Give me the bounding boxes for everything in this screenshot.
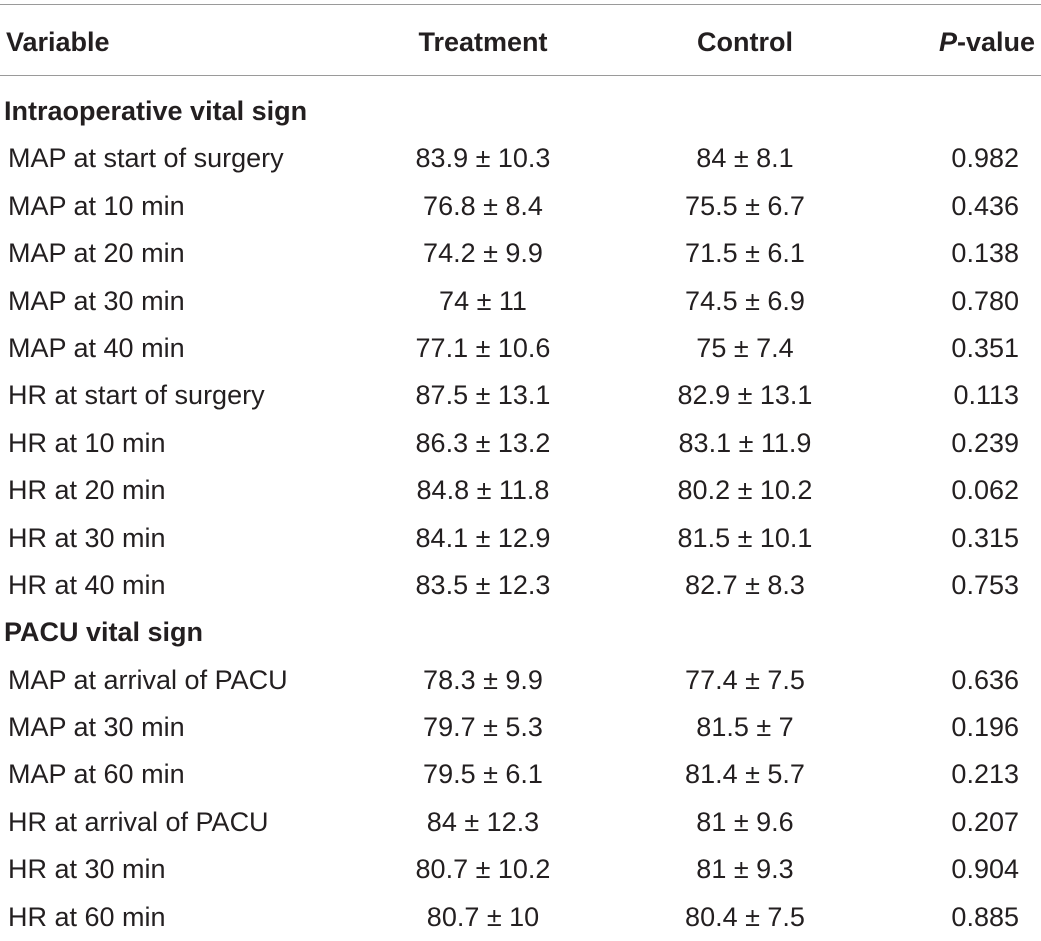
table-row: HR at arrival of PACU 84 ± 12.3 81 ± 9.6 0.… xyxy=(0,799,1041,846)
control-cell: 75.5 ± 6.7 xyxy=(685,190,805,221)
section-header-row: Intraoperative vital sign xyxy=(0,88,1041,135)
variable-cell: HR at 20 min xyxy=(8,475,166,506)
table-row: MAP at 10 min 76.8 ± 8.4 75.5 ± 6.7 0.436 xyxy=(0,183,1041,230)
treatment-cell: 83.5 ± 12.3 xyxy=(415,569,551,600)
control-cell: 74.5 ± 6.9 xyxy=(685,285,805,316)
treatment-cell: 79.5 ± 6.1 xyxy=(423,759,543,790)
variable-cell: HR at start of surgery xyxy=(8,380,265,411)
variable-cell: MAP at 30 min xyxy=(8,285,185,316)
header-p-value: P-value xyxy=(939,26,1035,58)
p-value-cell: 0.636 xyxy=(951,664,1019,695)
p-value-cell: 0.885 xyxy=(951,901,1019,932)
header-p-letter: P xyxy=(938,27,957,57)
p-value-cell: 0.138 xyxy=(951,238,1019,269)
variable-cell: HR at 60 min xyxy=(8,901,166,932)
table-row: MAP at 30 min 74 ± 11 74.5 ± 6.9 0.780 xyxy=(0,278,1041,325)
p-value-cell: 0.351 xyxy=(951,332,1019,363)
variable-cell: MAP at 20 min xyxy=(8,238,185,269)
control-cell: 83.1 ± 11.9 xyxy=(678,427,812,458)
control-cell: 82.9 ± 13.1 xyxy=(677,380,813,411)
p-value-cell: 0.753 xyxy=(951,569,1019,600)
control-cell: 80.2 ± 10.2 xyxy=(677,475,813,506)
control-cell: 75 ± 7.4 xyxy=(696,332,794,363)
control-cell: 81 ± 9.6 xyxy=(696,806,794,837)
treatment-cell: 83.9 ± 10.3 xyxy=(415,143,551,174)
treatment-cell: 77.1 ± 10.6 xyxy=(415,332,551,363)
table-row: HR at 20 min 84.8 ± 11.8 80.2 ± 10.2 0.062 xyxy=(0,467,1041,514)
table-row: HR at 60 min 80.7 ± 10 80.4 ± 7.5 0.885 xyxy=(0,894,1041,941)
table-row: MAP at 30 min 79.7 ± 5.3 81.5 ± 7 0.196 xyxy=(0,704,1041,751)
p-value-cell: 0.315 xyxy=(951,522,1019,553)
p-value-cell: 0.239 xyxy=(951,427,1019,458)
section-header-row: PACU vital sign xyxy=(0,609,1041,656)
p-value-cell: 0.780 xyxy=(951,285,1019,316)
table-top-rule xyxy=(0,4,1041,5)
table-row: MAP at 60 min 79.5 ± 6.1 81.4 ± 5.7 0.213 xyxy=(0,751,1041,798)
table-body: Intraoperative vital sign MAP at start of… xyxy=(0,88,1041,941)
header-variable: Variable xyxy=(6,27,110,57)
variable-cell: MAP at start of surgery xyxy=(8,143,284,174)
control-cell: 81 ± 9.3 xyxy=(696,854,794,885)
variable-cell: HR at 30 min xyxy=(8,522,166,553)
variable-cell: MAP at 30 min xyxy=(8,712,185,743)
table-row: MAP at start of surgery 83.9 ± 10.3 84 ± 8… xyxy=(0,135,1041,182)
header-p-suffix: -value xyxy=(956,27,1035,57)
control-cell: 81.5 ± 10.1 xyxy=(677,522,813,553)
variable-cell: MAP at 60 min xyxy=(8,759,185,790)
p-value-cell: 0.213 xyxy=(951,759,1019,790)
section-title: Intraoperative vital sign xyxy=(4,96,308,126)
treatment-cell: 74.2 ± 9.9 xyxy=(423,238,543,269)
table-row: HR at 10 min 86.3 ± 13.2 83.1 ± 11.9 0.239 xyxy=(0,420,1041,467)
header-treatment: Treatment xyxy=(418,27,548,57)
p-value-cell: 0.062 xyxy=(951,475,1019,506)
p-value-cell: 0.436 xyxy=(951,190,1019,221)
table-header-row: Variable Treatment Control P-value xyxy=(0,5,1041,75)
treatment-cell: 84.8 ± 11.8 xyxy=(416,475,550,506)
table-row: MAP at arrival of PACU 78.3 ± 9.9 77.4 ± 7… xyxy=(0,657,1041,704)
control-cell: 81.5 ± 7 xyxy=(696,712,794,743)
control-cell: 77.4 ± 7.5 xyxy=(685,664,805,695)
p-value-cell: 0.113 xyxy=(953,380,1019,411)
variable-cell: HR at arrival of PACU xyxy=(8,806,269,837)
table-row: MAP at 20 min 74.2 ± 9.9 71.5 ± 6.1 0.138 xyxy=(0,230,1041,277)
table-row: HR at 40 min 83.5 ± 12.3 82.7 ± 8.3 0.753 xyxy=(0,562,1041,609)
control-cell: 71.5 ± 6.1 xyxy=(685,238,805,269)
control-cell: 84 ± 8.1 xyxy=(696,143,794,174)
p-value-cell: 0.904 xyxy=(951,854,1019,885)
control-cell: 81.4 ± 5.7 xyxy=(685,759,805,790)
control-cell: 80.4 ± 7.5 xyxy=(685,901,805,932)
p-value-cell: 0.196 xyxy=(951,712,1019,743)
treatment-cell: 80.7 ± 10 xyxy=(426,901,540,932)
variable-cell: HR at 10 min xyxy=(8,427,166,458)
table-row: HR at 30 min 80.7 ± 10.2 81 ± 9.3 0.904 xyxy=(0,846,1041,893)
control-cell: 82.7 ± 8.3 xyxy=(685,569,805,600)
treatment-cell: 76.8 ± 8.4 xyxy=(423,190,543,221)
treatment-cell: 84.1 ± 12.9 xyxy=(415,522,551,553)
treatment-cell: 74 ± 11 xyxy=(439,285,527,316)
treatment-cell: 86.3 ± 13.2 xyxy=(415,427,551,458)
table-row: HR at 30 min 84.1 ± 12.9 81.5 ± 10.1 0.315 xyxy=(0,515,1041,562)
header-control: Control xyxy=(697,27,793,57)
table-row: MAP at 40 min 77.1 ± 10.6 75 ± 7.4 0.351 xyxy=(0,325,1041,372)
variable-cell: MAP at 40 min xyxy=(8,332,185,363)
treatment-cell: 84 ± 12.3 xyxy=(426,806,540,837)
variable-cell: HR at 40 min xyxy=(8,569,166,600)
section-title: PACU vital sign xyxy=(4,617,204,648)
treatment-cell: 87.5 ± 13.1 xyxy=(415,380,551,411)
variable-cell: HR at 30 min xyxy=(8,854,166,885)
table-row: HR at start of surgery 87.5 ± 13.1 82.9 ± … xyxy=(0,372,1041,419)
p-value-cell: 0.982 xyxy=(951,143,1019,174)
treatment-cell: 80.7 ± 10.2 xyxy=(415,854,551,885)
treatment-cell: 79.7 ± 5.3 xyxy=(423,712,543,743)
variable-cell: MAP at 10 min xyxy=(8,190,185,221)
p-value-cell: 0.207 xyxy=(951,806,1019,837)
table-header-rule xyxy=(0,75,1041,76)
treatment-cell: 78.3 ± 9.9 xyxy=(423,664,543,695)
variable-cell: MAP at arrival of PACU xyxy=(8,664,288,695)
